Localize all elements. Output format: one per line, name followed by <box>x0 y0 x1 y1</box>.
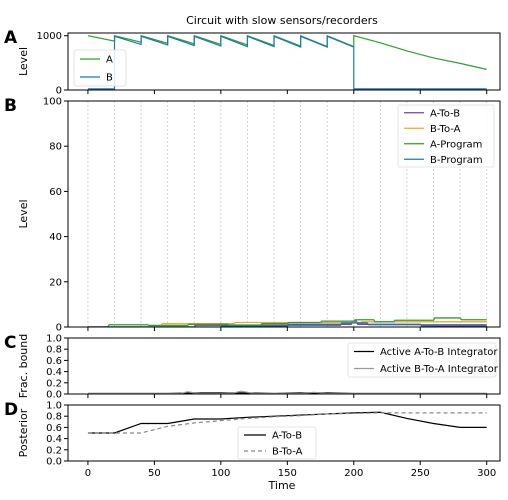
legend-label: A-Program <box>430 139 482 150</box>
y-tick-label: 0.6 <box>46 356 62 367</box>
y-tick-label: 60 <box>49 187 62 198</box>
y-tick-label: 80 <box>49 142 62 153</box>
legend-label: B <box>106 73 113 84</box>
legend: A-To-B B-To-A <box>237 426 317 460</box>
y-axis-label: Posterior <box>17 408 30 457</box>
legend-label: Active A-To-B Integrator <box>380 347 498 358</box>
series-line-a-program <box>87 317 487 327</box>
legend: A-To-B B-To-A A-Program B-Program <box>397 104 495 168</box>
axes-frame <box>67 404 501 462</box>
y-tick-label: 1000 <box>37 31 62 42</box>
chart-title: Circuit with slow sensors/recorders <box>186 14 378 27</box>
series-group <box>87 34 487 90</box>
legend-label: A-To-B <box>272 431 302 442</box>
panel-d: 0.00.20.40.60.81.0 0 50 100 150 200 250 300 Post… <box>4 400 501 479</box>
series-group <box>87 411 487 434</box>
y-axis-label: Level <box>17 47 30 76</box>
legend-label: A-To-B <box>430 108 460 119</box>
y-axis-label: Frac. bound <box>17 334 30 398</box>
series-line-a <box>87 34 487 70</box>
x-tick-label: 150 <box>278 468 297 479</box>
panel-b: 0 20 40 60 80 100 Level B A-To-B B-To-A A-Program B… <box>4 96 501 334</box>
legend-label: A <box>106 55 113 66</box>
legend-box <box>347 342 497 378</box>
series-line-b <box>87 35 487 90</box>
x-tick-label: 200 <box>344 468 363 479</box>
y-tick-label: 0 <box>56 86 62 97</box>
y-tick-label: 0.8 <box>46 345 62 356</box>
y-tick-label: 0.8 <box>46 412 62 423</box>
x-tick-label: 0 <box>85 468 91 479</box>
legend: Active A-To-B Integrator Active B-To-A In… <box>347 342 499 378</box>
panel-letter: C <box>4 333 16 353</box>
y-tick-label: 0.4 <box>46 367 62 378</box>
series-group <box>87 390 487 394</box>
series-line-active-b-to-a-integrator <box>87 390 487 394</box>
legend-label: B-Program <box>430 155 483 166</box>
legend-label: Active B-To-A Integrator <box>380 364 499 375</box>
y-tick-label: 1.0 <box>46 334 62 345</box>
y-tick-label: 0.2 <box>46 378 62 389</box>
y-axis-label: Level <box>17 199 30 228</box>
y-tick-label: 1.0 <box>46 401 62 412</box>
y-tick-label: 0 <box>56 323 62 334</box>
legend-box <box>73 49 127 87</box>
y-tick-label: 0.0 <box>46 457 62 468</box>
axes-frame <box>67 32 501 91</box>
panel-letter: A <box>4 28 18 48</box>
x-tick-label: 300 <box>477 468 496 479</box>
legend-box <box>397 104 495 168</box>
x-tick-label: 100 <box>211 468 230 479</box>
axes-frame <box>67 337 501 395</box>
series-line-b-program <box>87 322 487 327</box>
y-tick-label: 0.2 <box>46 445 62 456</box>
y-tick-label: 0.6 <box>46 423 62 434</box>
x-tick-label: 250 <box>411 468 430 479</box>
x-axis-label: Time <box>268 479 296 492</box>
series-group <box>87 317 487 327</box>
y-tick-label: 0.0 <box>46 390 62 401</box>
legend-label: B-To-A <box>430 124 461 135</box>
panel-letter: B <box>4 96 17 116</box>
y-tick-label: 20 <box>49 277 62 288</box>
y-tick-label: 100 <box>43 97 62 108</box>
x-tick-label: 50 <box>148 468 161 479</box>
legend-label: B-To-A <box>272 447 303 458</box>
axes-frame <box>67 100 501 328</box>
y-tick-label: 0.4 <box>46 434 62 445</box>
legend: AB <box>73 49 127 87</box>
panel-letter: D <box>4 400 18 420</box>
series-line-a-to-b <box>87 411 487 434</box>
series-line-b-to-a <box>87 412 487 434</box>
y-tick-label: 40 <box>49 232 62 243</box>
